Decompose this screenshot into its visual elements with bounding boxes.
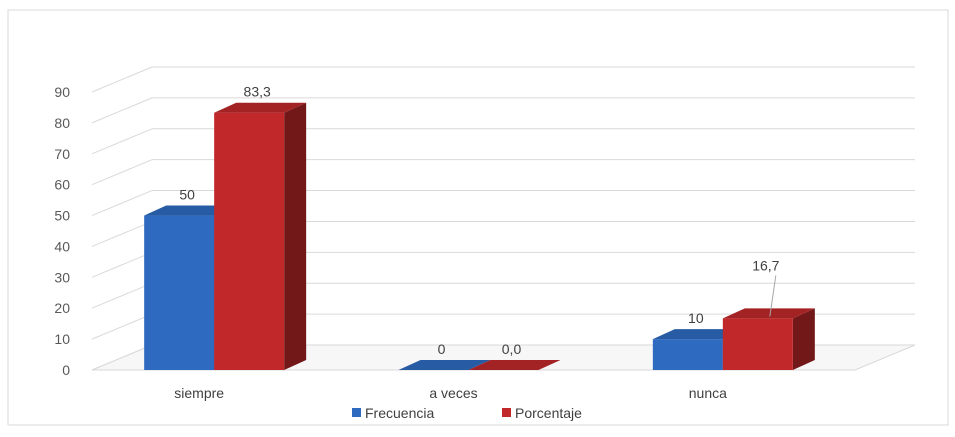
y-tick-label: 20 xyxy=(54,300,70,316)
gridline-side xyxy=(91,344,153,371)
data-label: 16,7 xyxy=(752,257,779,273)
data-label: 0 xyxy=(438,341,446,357)
legend-swatch xyxy=(352,408,361,417)
y-tick-label: 80 xyxy=(54,115,70,131)
legend-item-porcentaje: Porcentaje xyxy=(502,405,582,421)
y-tick-label: 40 xyxy=(54,238,70,254)
data-labels: 50 83,3 0 0,0 10 16,7 xyxy=(179,84,779,357)
bar-frecuencia-a-veces xyxy=(398,360,491,370)
bar-top xyxy=(722,308,815,319)
category-label: nunca xyxy=(689,385,727,401)
gridline-side xyxy=(91,313,153,340)
data-label: 0,0 xyxy=(502,341,522,357)
legend-item-frecuencia: Frecuencia xyxy=(352,405,434,421)
bar-top xyxy=(468,360,561,370)
gridline-side xyxy=(91,97,153,124)
bar-porcentaje-nunca xyxy=(722,308,815,370)
category-label: siempre xyxy=(174,385,224,401)
y-axis-ticks: 0 10 20 30 40 50 60 70 80 90 xyxy=(54,84,70,378)
gridline-side xyxy=(91,251,153,278)
legend-label: Frecuencia xyxy=(365,405,434,421)
bar-front xyxy=(144,215,215,370)
y-tick-label: 90 xyxy=(54,84,70,100)
y-tick-label: 60 xyxy=(54,177,70,193)
bar-front xyxy=(652,339,723,370)
legend-label: Porcentaje xyxy=(515,405,582,421)
bar-top xyxy=(398,360,491,370)
gridline-side xyxy=(91,66,153,93)
bar-top xyxy=(144,205,237,216)
bar-side xyxy=(284,102,307,370)
legend: Frecuencia Porcentaje xyxy=(352,405,582,421)
bar-porcentaje-siempre xyxy=(214,102,307,370)
y-tick-label: 30 xyxy=(54,269,70,285)
category-label: a veces xyxy=(429,385,477,401)
gridline-side xyxy=(91,190,153,217)
gridline-side xyxy=(91,128,153,155)
x-axis-categories: siempre a veces nunca xyxy=(174,385,727,401)
bars xyxy=(144,102,815,370)
y-tick-label: 70 xyxy=(54,146,70,162)
bar-porcentaje-a-veces xyxy=(468,360,561,370)
gridline-side xyxy=(91,159,153,186)
data-label: 10 xyxy=(688,310,704,326)
bar-top xyxy=(652,329,745,340)
gridline-side xyxy=(91,220,153,247)
bar-top xyxy=(214,102,307,113)
data-label: 83,3 xyxy=(244,84,271,100)
bar-front xyxy=(214,112,285,370)
gridline-side xyxy=(91,282,153,309)
legend-swatch xyxy=(502,408,511,417)
bar-front xyxy=(722,318,793,370)
y-tick-label: 10 xyxy=(54,331,70,347)
data-label: 50 xyxy=(179,187,195,203)
y-tick-label: 50 xyxy=(54,208,70,224)
y-tick-label: 0 xyxy=(62,362,70,378)
bar-side xyxy=(792,308,815,370)
label-leader-line xyxy=(769,275,777,317)
